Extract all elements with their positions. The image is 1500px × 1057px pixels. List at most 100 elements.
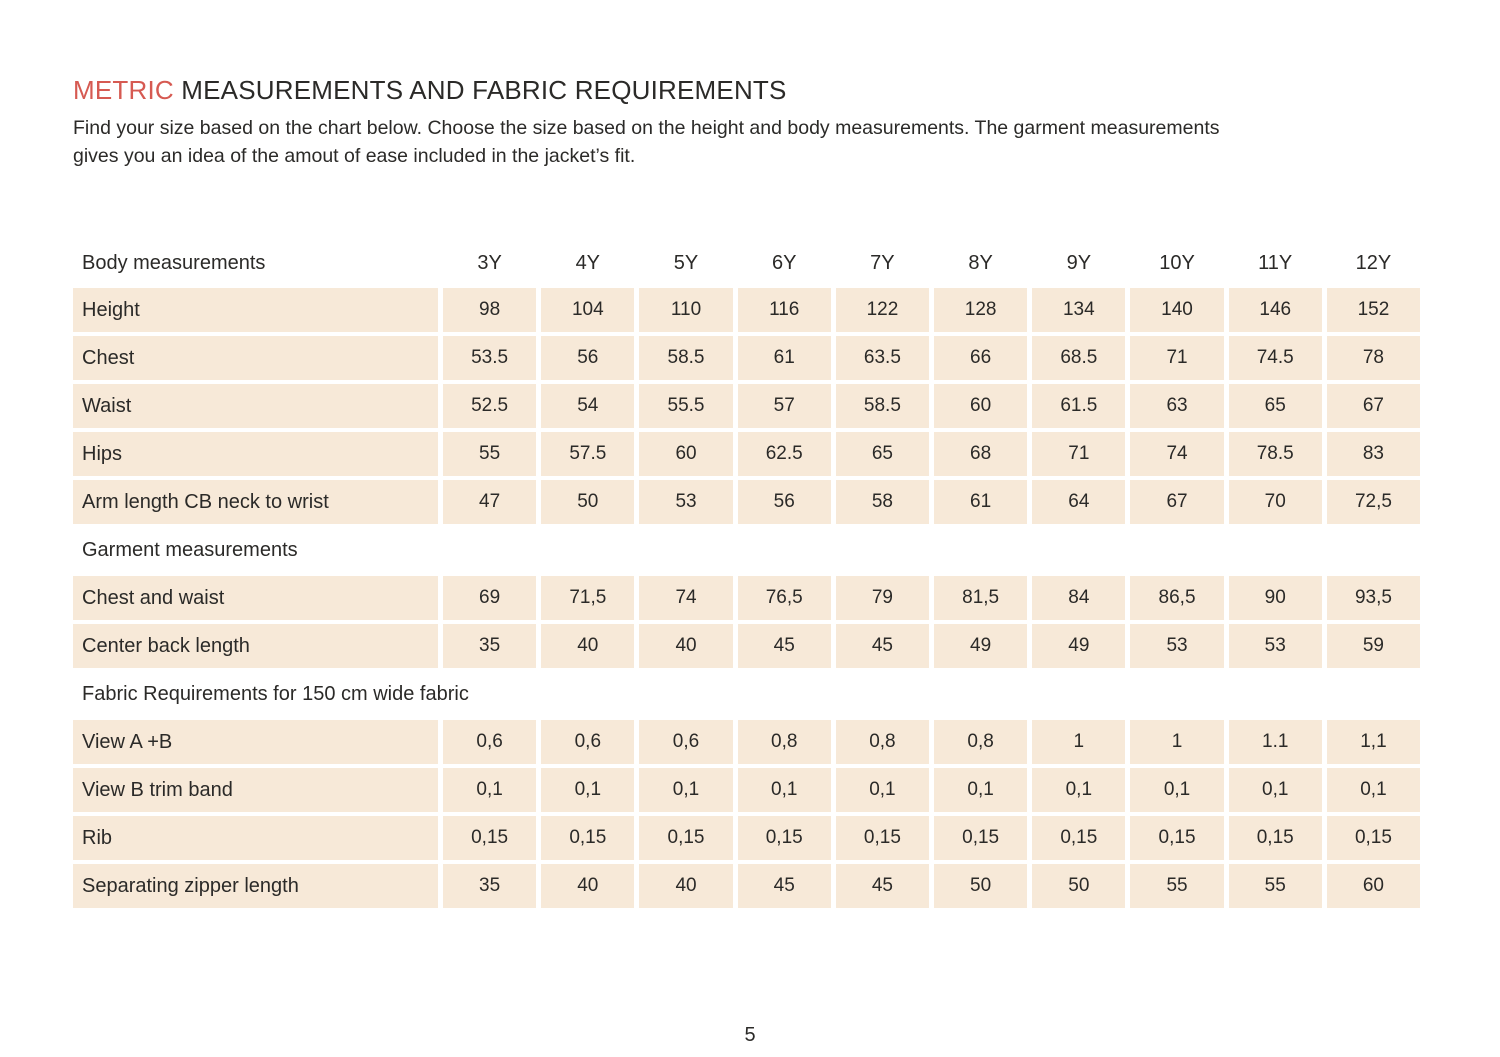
table-row: Center back length 35 40 40 45 45 49 49 53 53 59 <box>73 624 1421 668</box>
cell-value: 0,15 <box>1032 816 1126 860</box>
row-label: Hips <box>73 432 438 476</box>
cell-value: 72,5 <box>1326 480 1421 524</box>
cell-value: 50 <box>1032 864 1126 908</box>
cell-value: 74 <box>639 576 733 620</box>
section-header-row: Fabric Requirements for 150 cm wide fabr… <box>82 682 469 705</box>
cell-value: 122 <box>835 288 930 332</box>
size-table: Body measurements 3Y 4Y 5Y 6Y 7Y 8Y 9Y 10Y 11Y 12Y… <box>73 244 1421 908</box>
intro-line-1: Find your size based on the chart below.… <box>73 117 1220 139</box>
cell-value: 53 <box>1228 624 1322 668</box>
cell-value: 76,5 <box>737 576 831 620</box>
cell-value: 69 <box>443 576 537 620</box>
title-rest: MEASUREMENTS AND FABRIC REQUIREMENTS <box>173 75 787 105</box>
section-header-row: Garment measurements <box>82 538 298 561</box>
intro-text: Find your size based on the chart below.… <box>73 114 1413 170</box>
row-label: View B trim band <box>73 768 438 812</box>
cell-value: 57 <box>737 384 831 428</box>
cell-value: 0,15 <box>1326 816 1421 860</box>
cell-value: 53.5 <box>443 336 537 380</box>
size-column-header: 10Y <box>1159 251 1195 274</box>
size-column-header: 4Y <box>575 251 601 274</box>
cell-value: 0,1 <box>443 768 537 812</box>
cell-value: 40 <box>639 624 733 668</box>
cell-value: 35 <box>443 624 537 668</box>
cell-value: 0,15 <box>1228 816 1322 860</box>
cell-value: 116 <box>737 288 831 332</box>
cell-value: 35 <box>443 864 537 908</box>
cell-value: 40 <box>639 864 733 908</box>
row-label: Rib <box>73 816 438 860</box>
cell-value: 128 <box>934 288 1028 332</box>
cell-value: 61 <box>737 336 831 380</box>
cell-value: 152 <box>1326 288 1421 332</box>
cell-value: 140 <box>1130 288 1224 332</box>
cell-value: 58.5 <box>835 384 930 428</box>
cell-value: 57.5 <box>541 432 635 476</box>
page-title: METRIC MEASUREMENTS AND FABRIC REQUIREME… <box>73 74 1422 106</box>
size-column-header: 12Y <box>1355 251 1392 274</box>
cell-value: 61 <box>934 480 1028 524</box>
table-row: Waist 52.5 54 55.5 57 58.5 60 61.5 63 65 67 <box>73 384 1421 428</box>
cell-value: 0,1 <box>639 768 733 812</box>
size-column-header: 9Y <box>1066 251 1092 274</box>
cell-value: 60 <box>639 432 733 476</box>
cell-value: 0,1 <box>1130 768 1224 812</box>
cell-value: 53 <box>1130 624 1224 668</box>
cell-value: 84 <box>1032 576 1126 620</box>
cell-value: 45 <box>737 624 831 668</box>
table-row: Hips 55 57.5 60 62.5 65 68 71 74 78.5 83 <box>73 432 1421 476</box>
cell-value: 63.5 <box>835 336 930 380</box>
table-row: Rib 0,15 0,15 0,15 0,15 0,15 0,15 0,15 0,15 0,15 0… <box>73 816 1421 860</box>
cell-value: 74 <box>1130 432 1224 476</box>
cell-value: 47 <box>443 480 537 524</box>
cell-value: 67 <box>1326 384 1421 428</box>
cell-value: 67 <box>1130 480 1224 524</box>
cell-value: 71,5 <box>541 576 635 620</box>
title-highlight: METRIC <box>73 75 174 105</box>
cell-value: 55 <box>443 432 537 476</box>
cell-value: 66 <box>934 336 1028 380</box>
cell-value: 59 <box>1326 624 1421 668</box>
cell-value: 93,5 <box>1326 576 1421 620</box>
cell-value: 0,1 <box>1228 768 1322 812</box>
cell-value: 0,1 <box>1032 768 1126 812</box>
cell-value: 62.5 <box>737 432 831 476</box>
size-column-header: 5Y <box>673 251 699 274</box>
cell-value: 110 <box>639 288 733 332</box>
row-label: View A +B <box>73 720 438 764</box>
cell-value: 55 <box>1130 864 1224 908</box>
cell-value: 64 <box>1032 480 1126 524</box>
row-label: Waist <box>73 384 438 428</box>
size-column-header: 11Y <box>1258 251 1293 274</box>
cell-value: 49 <box>934 624 1028 668</box>
table-row: Separating zipper length 35 40 40 45 45 50 50 55… <box>73 864 1421 908</box>
page-content: METRIC MEASUREMENTS AND FABRIC REQUIREME… <box>73 74 1422 908</box>
cell-value: 65 <box>835 432 930 476</box>
cell-value: 45 <box>737 864 831 908</box>
cell-value: 45 <box>835 624 930 668</box>
cell-value: 81,5 <box>934 576 1028 620</box>
row-label: Height <box>73 288 438 332</box>
row-label: Chest <box>73 336 438 380</box>
cell-value: 49 <box>1032 624 1126 668</box>
cell-value: 1 <box>1130 720 1224 764</box>
cell-value: 104 <box>541 288 635 332</box>
table-header-label: Body measurements <box>82 251 266 274</box>
cell-value: 58 <box>835 480 930 524</box>
table-row: View A +B 0,6 0,6 0,6 0,8 0,8 0,8 1 1 1.1 1,1 <box>73 720 1421 764</box>
cell-value: 0,6 <box>443 720 537 764</box>
cell-value: 0,6 <box>639 720 733 764</box>
row-label: Chest and waist <box>73 576 438 620</box>
cell-value: 40 <box>541 624 635 668</box>
cell-value: 63 <box>1130 384 1224 428</box>
cell-value: 70 <box>1228 480 1322 524</box>
cell-value: 0,15 <box>541 816 635 860</box>
cell-value: 55.5 <box>639 384 733 428</box>
cell-value: 0,6 <box>541 720 635 764</box>
cell-value: 0,8 <box>934 720 1028 764</box>
cell-value: 52.5 <box>443 384 537 428</box>
row-label: Arm length CB neck to wrist <box>73 480 438 524</box>
cell-value: 0,8 <box>737 720 831 764</box>
page-number: 5 <box>744 1024 756 1046</box>
size-column-header: 8Y <box>968 251 993 274</box>
